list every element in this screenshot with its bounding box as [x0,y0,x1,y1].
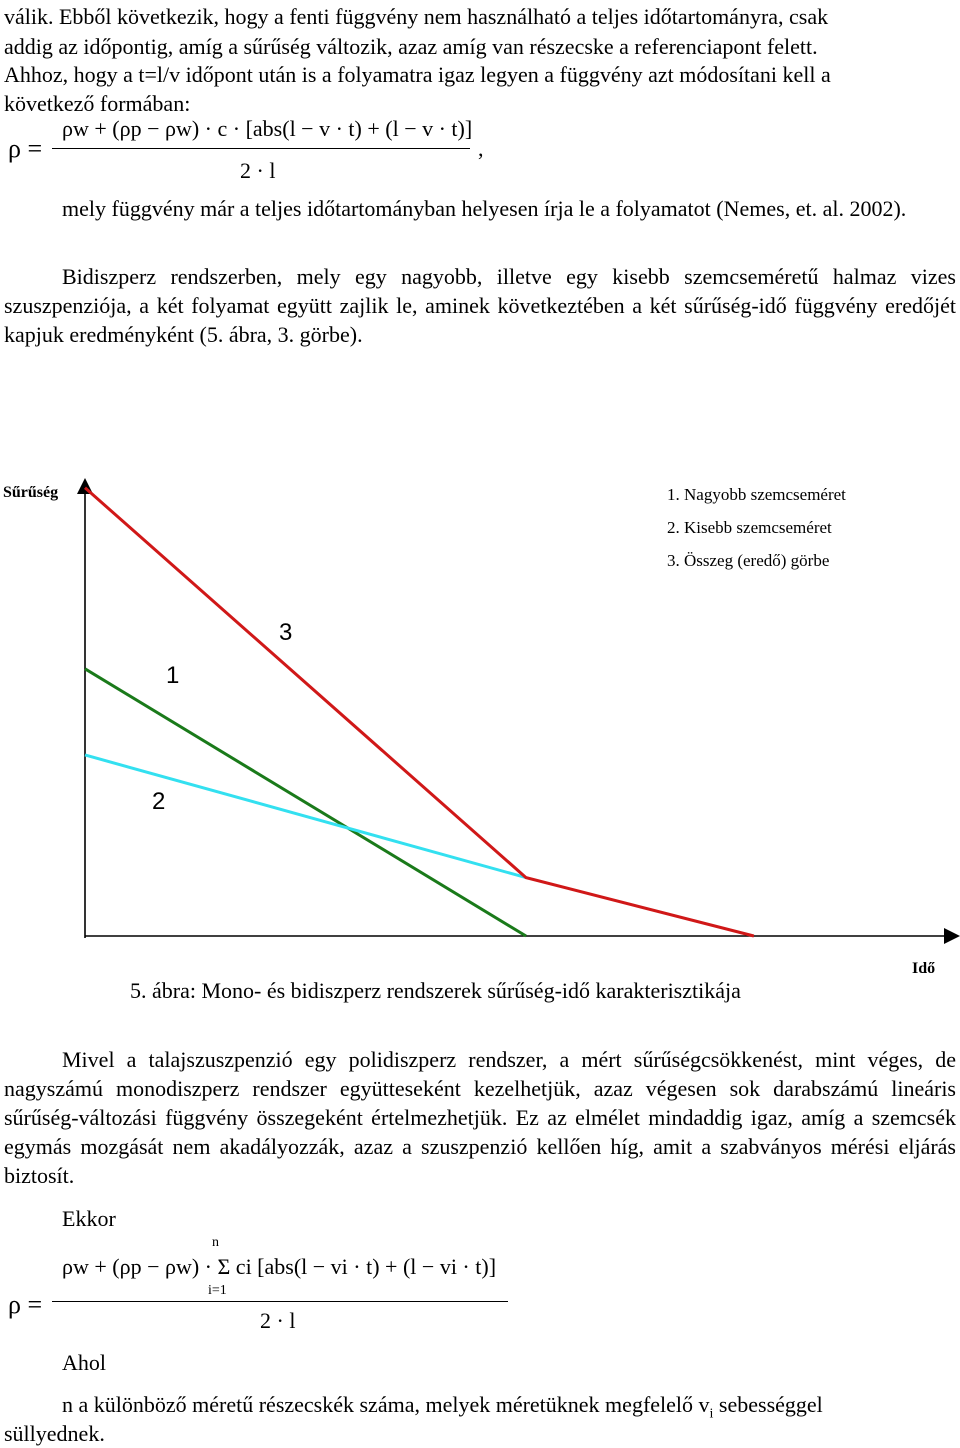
paragraph-6-subscript: i [709,1406,714,1422]
formula-2-numerator: ρw + (ρp − ρw) · Σ ci [abs(l − vi · t) +… [62,1254,497,1279]
formula-1-lhs: ρ = [8,134,43,163]
series-line-1 [84,667,527,938]
figure-caption: 5. ábra: Mono- és bidiszperz rendszerek … [130,978,741,1003]
formula-2-fraction-bar [52,1301,508,1302]
legend-item-1: 1. Nagyobb szemcseméret [667,485,846,504]
paragraph-1-line-2: addig az időpontig, amíg a sűrűség válto… [4,34,818,59]
formula-1-comma: , [478,136,484,161]
formula-2-sum-bottom: i=1 [208,1283,227,1298]
paragraph-2: Ahhoz, hogy a t=l/v időpont után is a fo… [4,62,831,87]
paragraph-5: Mivel a talajszuszpenzió egy polidiszper… [4,1047,956,1189]
ahol-label: Ahol [62,1350,106,1375]
paragraph-6: n a különböző méretű részecskék száma, m… [4,1390,956,1424]
y-axis-label: Sűrűség [3,484,59,501]
formula-1-fraction-bar [52,148,470,149]
paragraph-6-cont: süllyednek. [4,1421,105,1446]
paragraph-6-text-b: sebességgel [713,1392,823,1417]
legend-item-2: 2. Kisebb szemcseméret [667,518,832,537]
x-axis-label: Idő [912,960,936,977]
paragraph-2-cont: következő formában: [4,91,191,116]
formula-1-numerator: ρw + (ρp − ρw) · c · [abs(l − v · t) + (… [62,116,473,141]
curve-label-3: 3 [279,619,293,646]
ekkor-label: Ekkor [62,1206,116,1231]
formula-2-lhs: ρ = [8,1290,43,1319]
series-line-2 [84,753,527,880]
paragraph-6-text-a: n a különböző méretű részecskék száma, m… [62,1392,710,1417]
legend-item-3: 3. Összeg (eredő) görbe [667,551,830,570]
series-line-3 [84,486,755,938]
paragraph-1-line-1: válik. Ebből következik, hogy a fenti fü… [4,4,829,29]
formula-2-sum-top: n [212,1235,219,1250]
formula-2-denominator: 2 · l [260,1308,296,1333]
paragraph-4: Bidiszperz rendszerben, mely egy nagyobb… [4,264,956,348]
formula-1-denominator: 2 · l [240,158,276,183]
curve-label-2: 2 [152,788,166,815]
curve-label-1: 1 [166,662,180,689]
paragraph-3: mely függvény már a teljes időtartományb… [62,196,907,221]
